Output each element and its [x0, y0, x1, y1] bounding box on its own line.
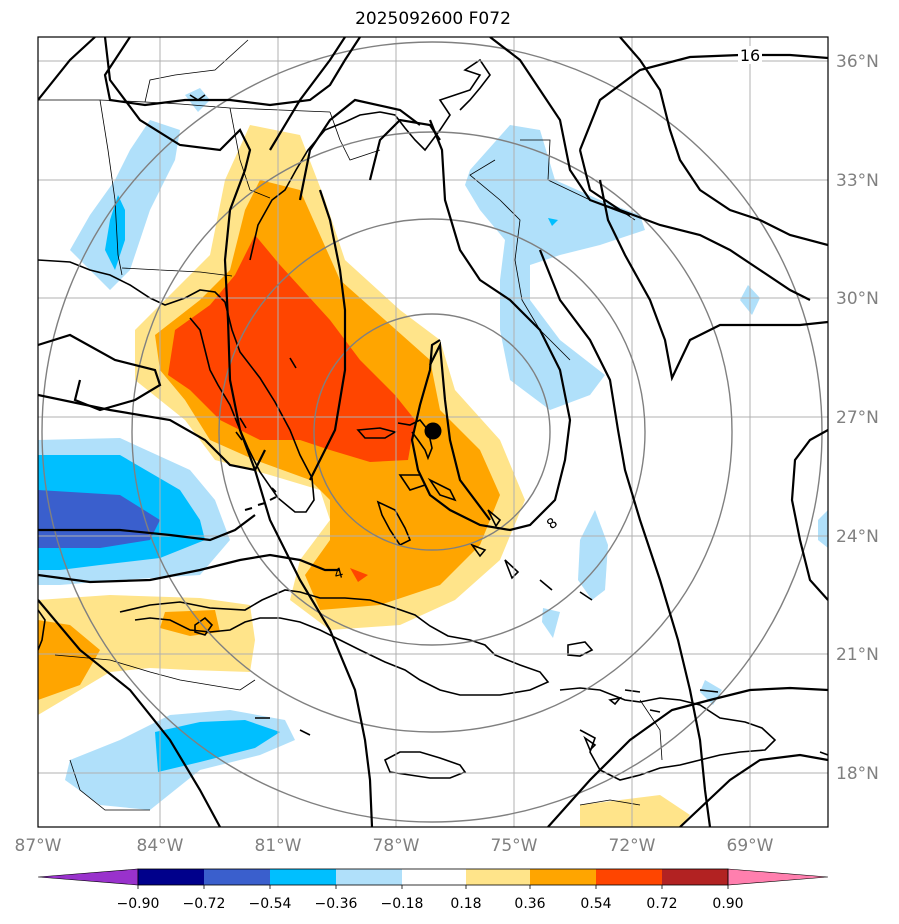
lat-tick-24n: 24°N — [836, 527, 879, 547]
colorbar-bin — [270, 869, 336, 885]
lon-tick-84w: 84°W — [137, 836, 184, 856]
lat-tick-21n: 21°N — [836, 645, 879, 665]
lon-tick-75w: 75°W — [491, 836, 538, 856]
colorbar-bin — [402, 869, 466, 885]
colorbar-tick: 0.54 — [580, 896, 611, 912]
colorbar-tick: −0.36 — [315, 896, 358, 912]
lat-tick-30n: 30°N — [836, 289, 879, 309]
colorbar-tick: −0.54 — [249, 896, 292, 912]
keys-dashes — [244, 496, 277, 511]
colorbar-tick: −0.72 — [183, 896, 226, 912]
lat-tick-36n: 36°N — [836, 52, 879, 72]
lon-tick-87w: 87°W — [15, 836, 62, 856]
lon-tick-81w: 81°W — [255, 836, 302, 856]
range-rings — [41, 41, 823, 823]
colorbar-bin — [596, 869, 662, 885]
contour-label-16: 16 — [740, 46, 760, 65]
contour-label-4: 4 — [333, 565, 346, 583]
storm-center-marker — [424, 422, 442, 440]
colorbar-tick: −0.90 — [117, 896, 160, 912]
lat-tick-27n: 27°N — [836, 408, 879, 428]
lat-tick-33n: 33°N — [836, 171, 879, 191]
colorbar-bin — [530, 869, 596, 885]
colorbar-tick: 0.36 — [514, 896, 545, 912]
colorbar-tick: 0.90 — [712, 896, 743, 912]
lon-tick-69w: 69°W — [727, 836, 774, 856]
colorbar-over-arrow — [727, 868, 829, 886]
colorbar-tick: −0.18 — [381, 896, 424, 912]
colorbar-bin — [466, 869, 530, 885]
colorbar: −0.90 −0.72 −0.54 −0.36 −0.18 0.18 0.36 … — [37, 868, 829, 912]
positive-anomaly-field — [38, 125, 690, 827]
lon-tick-78w: 78°W — [373, 836, 420, 856]
map-area: 16 8 4 — [38, 37, 828, 827]
colorbar-tick-labels: −0.90 −0.72 −0.54 −0.36 −0.18 0.18 0.36 … — [117, 896, 744, 912]
height-contours — [38, 37, 828, 827]
colorbar-bin — [204, 869, 270, 885]
map-title: 2025092600 F072 — [355, 9, 511, 29]
political-borders — [38, 39, 663, 811]
map-frame — [37, 36, 829, 828]
lon-tick-labels: 87°W 84°W 81°W 78°W 75°W 72°W 69°W — [15, 836, 774, 856]
contour-labels: 16 8 4 — [333, 46, 762, 583]
colorbar-bin — [138, 869, 204, 885]
lat-tick-18n: 18°N — [836, 764, 879, 784]
colorbar-bin — [336, 869, 402, 885]
lon-tick-72w: 72°W — [609, 836, 656, 856]
colorbar-under-arrow — [37, 868, 139, 886]
colorbar-tick: 0.18 — [450, 896, 481, 912]
colorbar-bin — [662, 869, 728, 885]
lat-tick-labels: 36°N 33°N 30°N 27°N 24°N 21°N 18°N — [836, 52, 879, 784]
colorbar-tick: 0.72 — [646, 896, 677, 912]
